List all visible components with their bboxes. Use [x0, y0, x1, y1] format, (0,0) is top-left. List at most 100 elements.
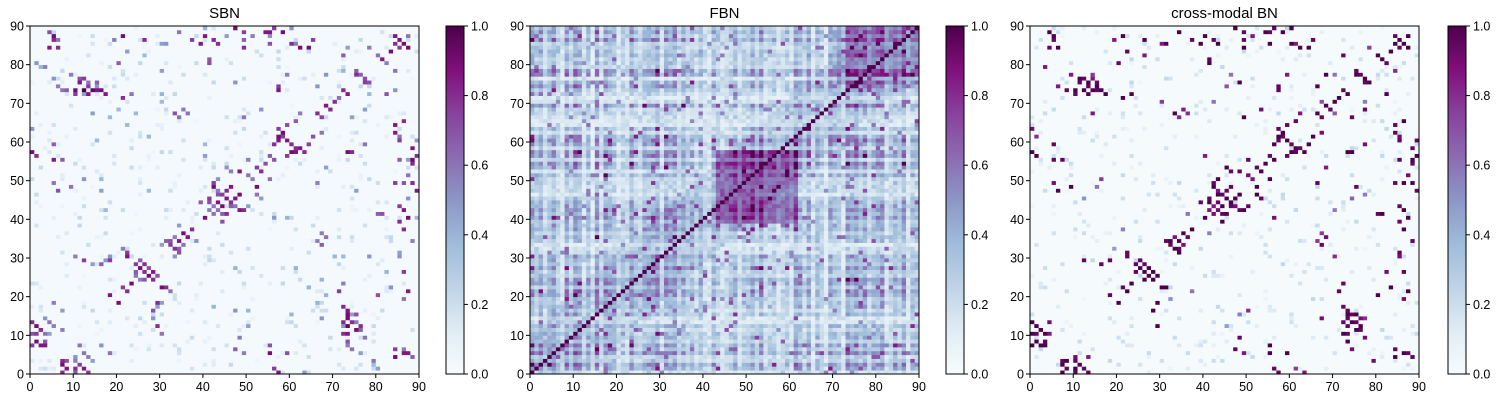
heatmap-cell — [328, 200, 333, 205]
heatmap-cell — [401, 223, 407, 228]
heatmap-cell — [142, 319, 148, 325]
heatmap-cell — [73, 203, 78, 209]
heatmap-cell — [276, 265, 282, 270]
heatmap-cell — [302, 308, 308, 313]
heatmap-cell — [237, 308, 243, 313]
heatmap-cell — [306, 203, 312, 209]
heatmap-cell — [289, 176, 295, 182]
heatmap-cell — [120, 350, 126, 356]
heatmap-cell — [310, 184, 316, 189]
heatmap-cell — [375, 250, 381, 255]
heatmap-cell — [380, 192, 385, 197]
heatmap-cell — [319, 346, 325, 352]
heatmap-cell — [129, 343, 135, 348]
heatmap-cell — [60, 254, 65, 259]
heatmap-cell — [302, 319, 308, 325]
heatmap-cell — [280, 169, 286, 174]
heatmap-cell — [285, 339, 290, 344]
heatmap-cell — [155, 304, 161, 309]
heatmap-cell — [220, 265, 225, 270]
heatmap-cell — [349, 304, 355, 309]
heatmap-cell — [51, 354, 57, 359]
heatmap-cell — [42, 203, 48, 209]
heatmap-cell — [406, 323, 411, 328]
heatmap-cell — [94, 366, 100, 371]
heatmap-cell — [302, 277, 308, 282]
heatmap-cell — [293, 234, 299, 240]
heatmap-cell — [112, 285, 117, 290]
heatmap-cell — [64, 227, 70, 232]
heatmap-cell — [250, 219, 256, 224]
heatmap-cell — [202, 207, 208, 212]
heatmap-cell — [362, 281, 368, 286]
heatmap-cell — [112, 161, 117, 166]
heatmap-cell — [410, 184, 416, 189]
heatmap-cell — [125, 269, 130, 274]
heatmap-cell — [371, 196, 377, 201]
heatmap-cell — [345, 366, 351, 371]
heatmap-cell — [64, 250, 70, 255]
heatmap-cell — [375, 331, 381, 336]
heatmap-cell — [293, 172, 299, 178]
heatmap-cell — [155, 335, 161, 340]
heatmap-cell — [202, 339, 208, 344]
heatmap-cell — [42, 215, 48, 220]
heatmap-cell — [414, 219, 420, 224]
heatmap-cell — [129, 258, 135, 263]
heatmap-cell — [68, 335, 74, 340]
heatmap-cell — [371, 292, 377, 298]
heatmap-cell — [341, 238, 346, 243]
heatmap-cell — [172, 196, 178, 201]
heatmap-cell — [168, 219, 174, 224]
heatmap-cell — [168, 304, 174, 309]
heatmap-cell — [237, 230, 243, 236]
heatmap-cell — [375, 172, 381, 178]
heatmap-cell — [120, 308, 126, 313]
heatmap-cell — [375, 265, 381, 270]
heatmap-cell — [319, 165, 325, 170]
heatmap-cell — [112, 180, 117, 185]
heatmap-cell — [280, 246, 286, 251]
heatmap-cell — [362, 238, 368, 243]
heatmap-cell — [116, 366, 122, 371]
heatmap-cell — [159, 296, 165, 301]
heatmap-cell — [30, 176, 35, 182]
heatmap-cell — [310, 176, 316, 182]
heatmap-cell — [272, 176, 277, 182]
heatmap-cell — [207, 180, 212, 185]
heatmap-cell — [129, 215, 135, 220]
heatmap-cell — [397, 273, 403, 278]
heatmap-cell — [103, 230, 109, 236]
heatmap-cell — [259, 335, 264, 340]
heatmap-cell — [237, 331, 243, 336]
heatmap-cell — [77, 215, 83, 220]
heatmap-cell — [280, 215, 286, 220]
heatmap-cell — [237, 323, 243, 328]
heatmap-cell — [224, 343, 230, 348]
heatmap-cell — [107, 358, 113, 363]
heatmap-cell — [293, 250, 299, 255]
heatmap-cell — [77, 265, 83, 270]
heatmap-cell — [302, 292, 308, 298]
heatmap-cell — [406, 161, 411, 166]
heatmap-cell — [371, 165, 377, 170]
heatmap-cell — [310, 350, 316, 356]
heatmap-cell — [250, 265, 256, 270]
heatmap-cell — [47, 234, 53, 240]
heatmap-cell — [120, 254, 126, 259]
heatmap-cell — [241, 258, 247, 263]
heatmap-cell — [146, 200, 152, 205]
heatmap-cell — [345, 261, 351, 267]
heatmap-cell — [362, 327, 368, 332]
heatmap-cell — [116, 327, 122, 332]
heatmap-cell — [310, 346, 316, 352]
heatmap-cell — [133, 354, 139, 359]
heatmap-cell — [406, 203, 411, 209]
heatmap-cell — [73, 196, 78, 201]
heatmap-cell — [133, 350, 139, 356]
heatmap-cell — [332, 180, 338, 185]
heatmap-cell — [310, 323, 316, 328]
heatmap-cell — [51, 308, 57, 313]
heatmap-cell — [388, 339, 394, 344]
